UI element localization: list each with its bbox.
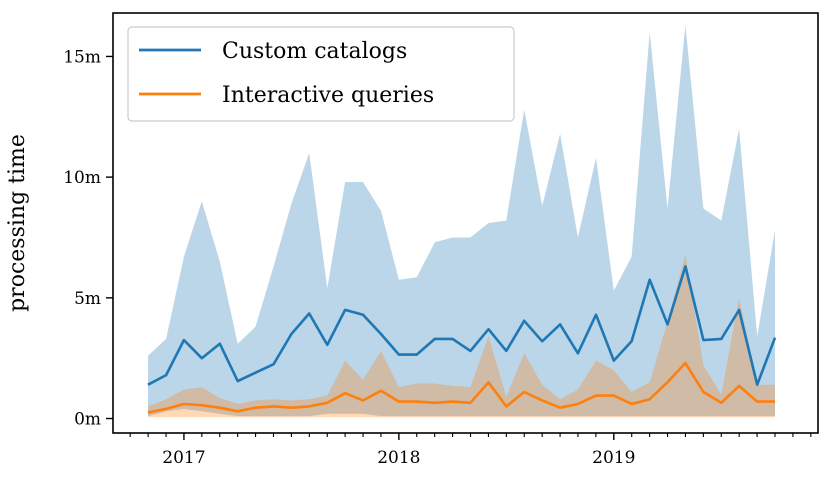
x-tick-label: 2018 [377, 448, 420, 468]
series-lines [147, 265, 777, 414]
x-tick-label: 2017 [162, 448, 205, 468]
legend: Custom catalogs Interactive queries [127, 26, 515, 122]
y-axis-title: processing time [5, 134, 30, 312]
legend-box [127, 26, 515, 122]
band-interactive-queries [148, 254, 775, 418]
y-tick-label: 5m [74, 289, 101, 309]
y-tick-label: 10m [63, 168, 101, 188]
y-axis: 0m 5m 10m 15m [63, 47, 113, 430]
y-tick-label: 0m [74, 410, 101, 430]
legend-entry-label: Custom catalogs [222, 39, 407, 64]
plot-frame [112, 12, 819, 434]
line-custom-catalogs [147, 265, 777, 386]
line-interactive-queries [147, 361, 775, 414]
x-tick-label: 2019 [592, 448, 635, 468]
x-axis: 2017 2018 2019 [129, 433, 812, 468]
legend-entry-label: Interactive queries [222, 83, 434, 108]
y-tick-label: 15m [63, 47, 101, 67]
